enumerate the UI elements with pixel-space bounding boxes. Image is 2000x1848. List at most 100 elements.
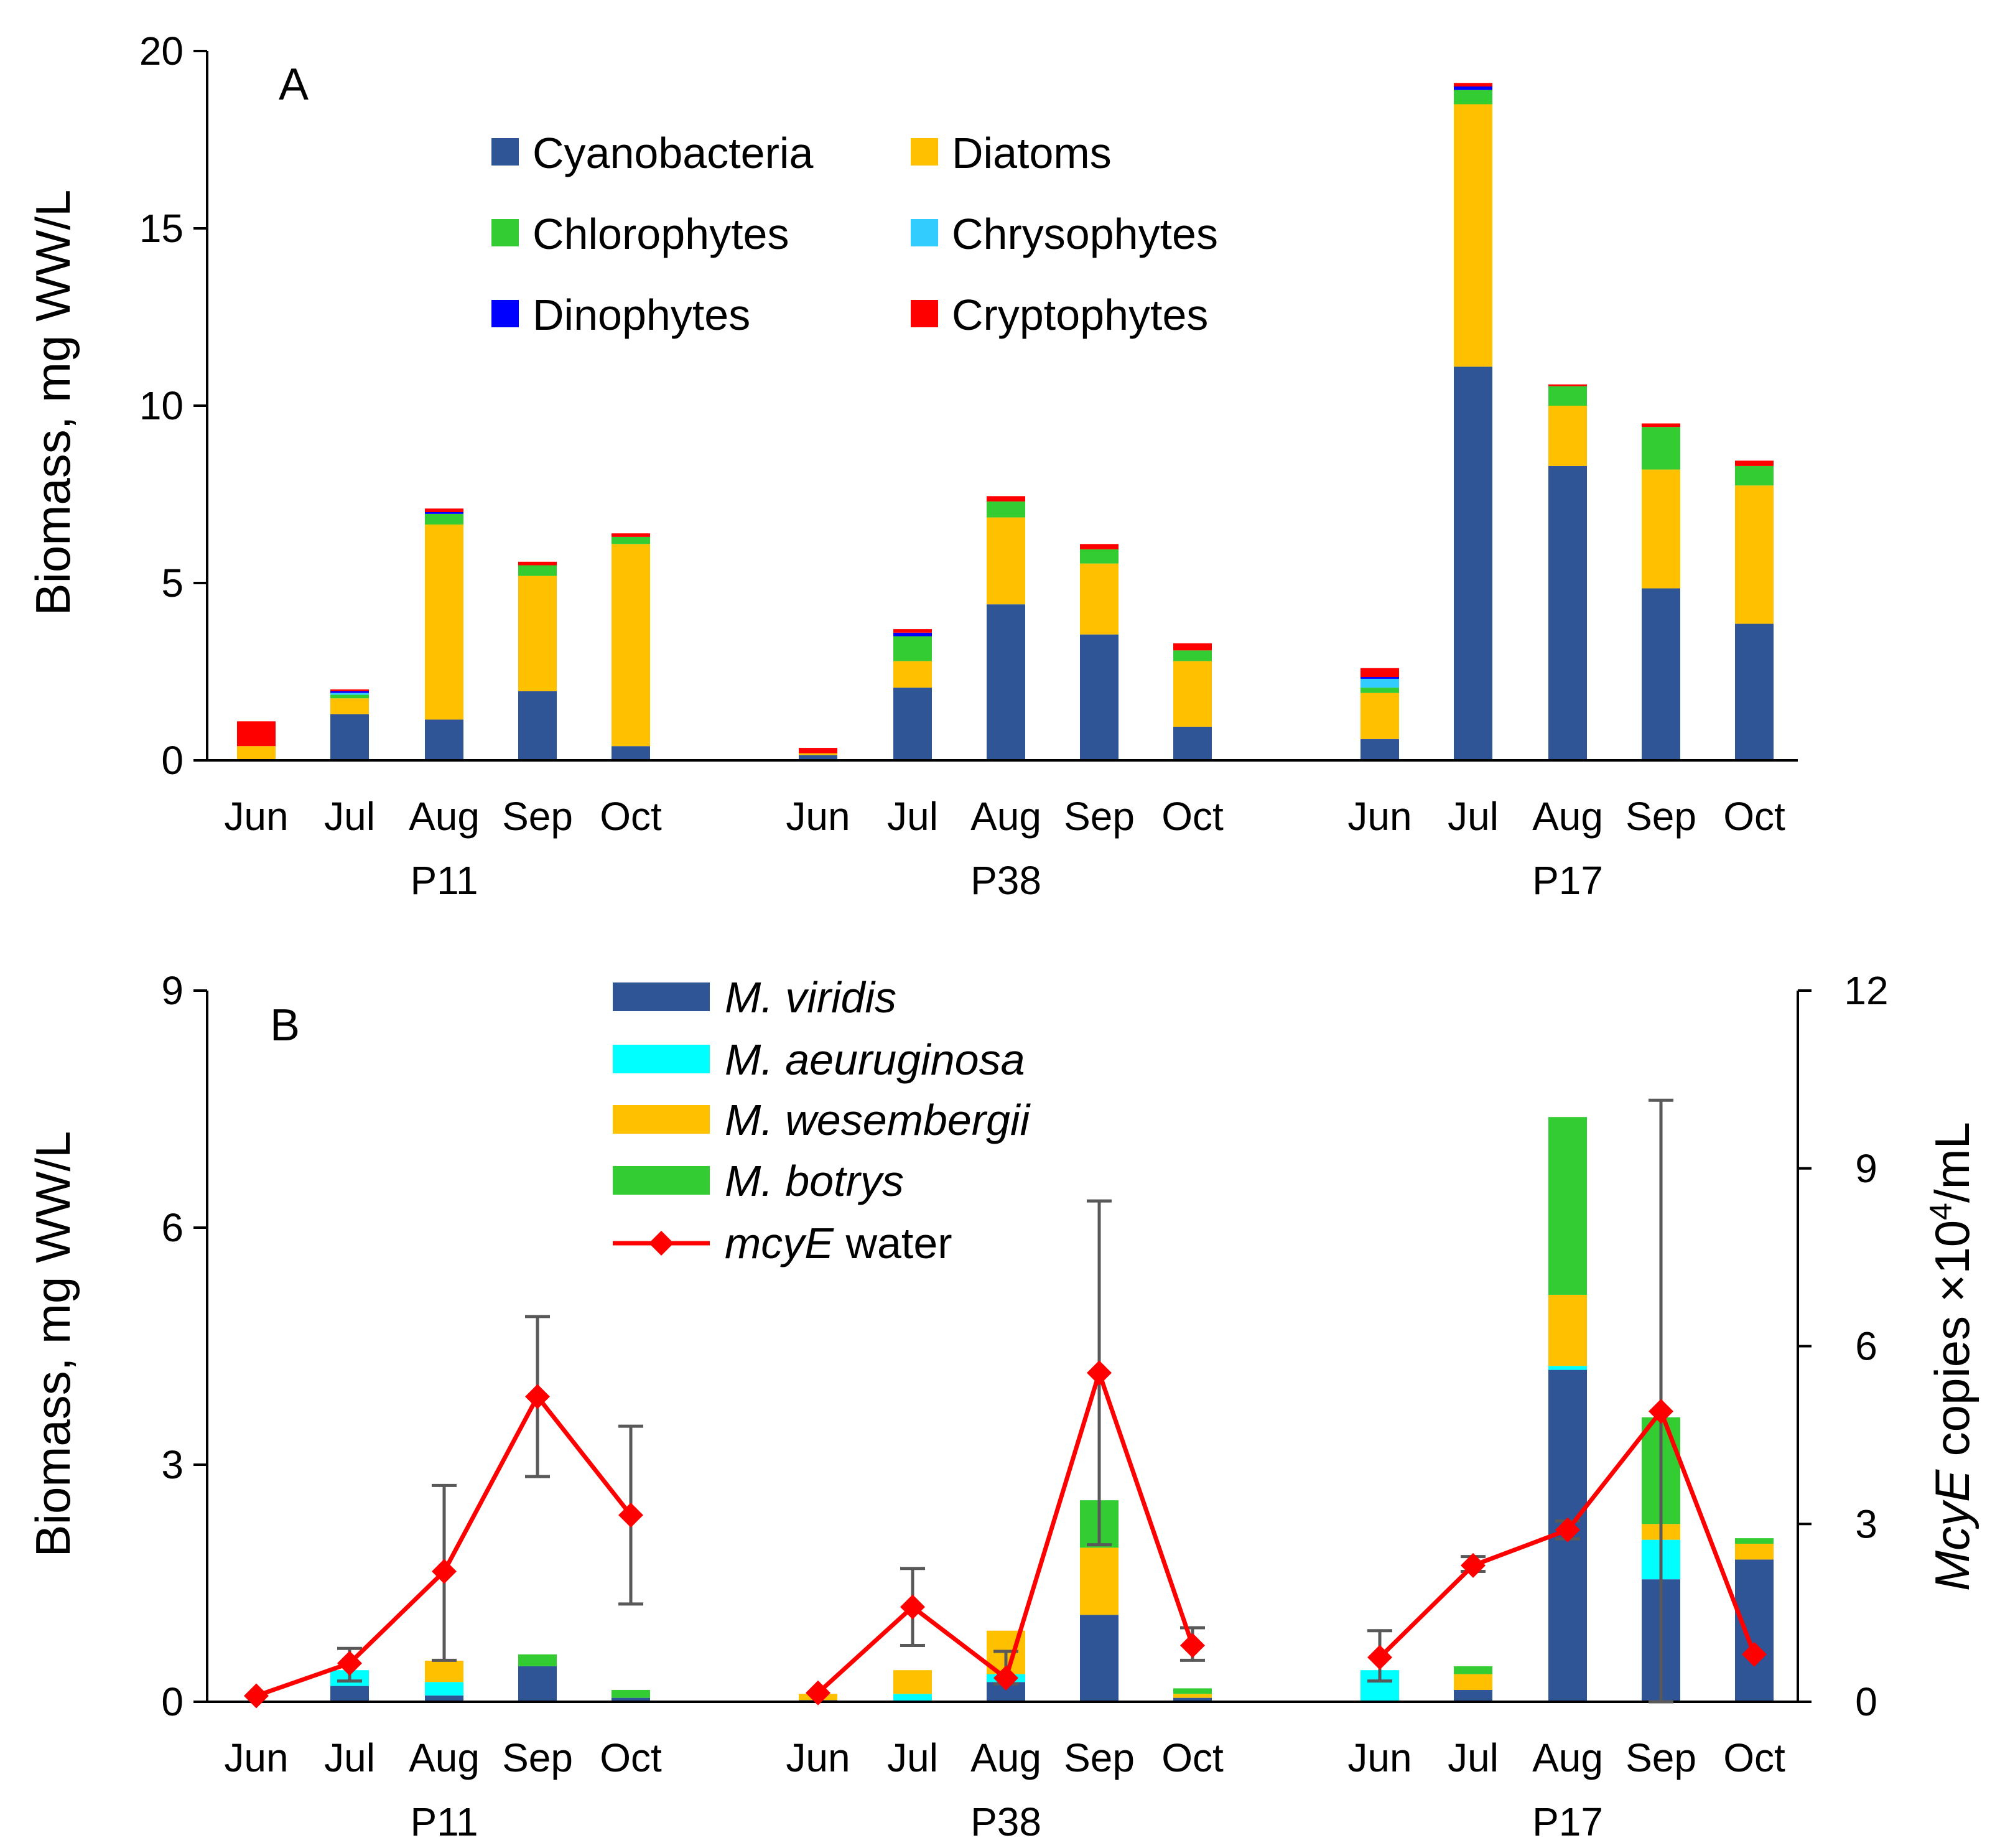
bar-a-cyanobacteria-1 bbox=[330, 714, 369, 760]
legend-label: M. botrys bbox=[725, 1157, 904, 1205]
y2-tick-label: 0 bbox=[1855, 1679, 1877, 1724]
group-label: P11 bbox=[410, 858, 478, 903]
bar-a-chlorophytes-3 bbox=[518, 565, 557, 576]
x-tick-label: Jul bbox=[1448, 1735, 1499, 1780]
bar-a-chlorophytes-2 bbox=[425, 513, 463, 525]
bar-a-cryptophytes-9 bbox=[1173, 643, 1212, 651]
panel-b-y-axis-label: Biomass, mg WW/L bbox=[26, 1131, 80, 1557]
x-tick-label: Aug bbox=[409, 794, 480, 839]
legend-label: Diatoms bbox=[952, 129, 1112, 177]
bar-b-m-viridis-3 bbox=[518, 1666, 557, 1702]
y-tick-label: 6 bbox=[161, 1205, 184, 1250]
bar-b-m-aeuruginosa-12 bbox=[1548, 1366, 1587, 1370]
bar-a-chlorophytes-9 bbox=[1173, 650, 1212, 661]
x-tick-label: Oct bbox=[1161, 1735, 1224, 1780]
mcye-point bbox=[1367, 1645, 1392, 1670]
x-tick-label: Oct bbox=[1723, 794, 1785, 839]
legend-label-italic: mcyE bbox=[725, 1219, 834, 1267]
bar-a-dinophytes-2 bbox=[425, 512, 463, 514]
panel-a-y-axis-label: Biomass, mg WW/L bbox=[26, 190, 80, 616]
bar-a-cyanobacteria-3 bbox=[518, 691, 557, 760]
legend-label: M. wesembergii bbox=[725, 1096, 1031, 1144]
y-tick-label: 10 bbox=[139, 383, 184, 428]
legend-swatch bbox=[491, 138, 519, 166]
x-tick-label: Sep bbox=[1064, 794, 1135, 839]
mcye-point bbox=[806, 1680, 830, 1706]
bar-b-m-viridis-2 bbox=[425, 1695, 463, 1702]
x-tick-label: Jul bbox=[887, 1735, 938, 1780]
x-tick-label: Sep bbox=[1064, 1735, 1135, 1780]
bar-a-cryptophytes-8 bbox=[1080, 544, 1119, 549]
x-tick-label: Jun bbox=[224, 794, 288, 839]
bar-b-m-viridis-1 bbox=[330, 1686, 369, 1702]
bar-b-m-viridis-11 bbox=[1454, 1689, 1492, 1702]
group-label: P38 bbox=[970, 858, 1041, 903]
panel-b-y2-axis-label: McyE copies ×104/mL bbox=[1923, 1122, 1979, 1591]
legend-swatch bbox=[613, 1105, 710, 1134]
bar-a-cryptophytes-3 bbox=[518, 561, 557, 566]
x-tick-label: Jun bbox=[786, 794, 850, 839]
bar-a-cryptophytes-5 bbox=[799, 748, 837, 754]
bar-b-m-botrys-11 bbox=[1454, 1666, 1492, 1674]
x-tick-label: Oct bbox=[600, 1735, 662, 1780]
bar-a-cryptophytes-14 bbox=[1735, 460, 1774, 466]
bar-a-diatoms-6 bbox=[893, 661, 932, 688]
legend-swatch bbox=[491, 300, 519, 327]
x-tick-label: Aug bbox=[1532, 1735, 1603, 1780]
bar-a-cyanobacteria-12 bbox=[1548, 465, 1587, 760]
bar-b-m-viridis-9 bbox=[1173, 1697, 1212, 1702]
y2-tick-label: 3 bbox=[1855, 1501, 1877, 1546]
bar-b-m-botrys-4 bbox=[612, 1689, 650, 1698]
mcye-point bbox=[1461, 1552, 1486, 1578]
bar-a-cyanobacteria-14 bbox=[1735, 623, 1774, 760]
bar-a-diatoms-12 bbox=[1548, 406, 1587, 466]
bar-b-m-botrys-9 bbox=[1173, 1688, 1212, 1694]
group-label: P11 bbox=[410, 1799, 478, 1844]
bar-a-dinophytes-11 bbox=[1454, 86, 1492, 90]
mcye-point bbox=[1649, 1399, 1673, 1424]
y2-tick-label: 6 bbox=[1855, 1324, 1877, 1369]
legend-swatch bbox=[613, 982, 710, 1011]
x-tick-label: Aug bbox=[409, 1735, 480, 1780]
panel-a-letter: A bbox=[279, 60, 309, 110]
group-label: P38 bbox=[970, 1799, 1041, 1844]
bar-a-dinophytes-1 bbox=[330, 691, 369, 693]
panel-a: Biomass, mg WW/L A 0 5 10 15 20 Jun Jul Aug Sep O… bbox=[26, 29, 1798, 903]
bar-a-chlorophytes-4 bbox=[612, 536, 650, 544]
y2-tick-label: 9 bbox=[1855, 1146, 1877, 1191]
y-tick-label: 9 bbox=[161, 968, 184, 1013]
bar-a-chlorophytes-14 bbox=[1735, 465, 1774, 486]
y-tick-label: 3 bbox=[161, 1442, 184, 1487]
panel-a-axes: 0 5 10 15 20 Jun Jul Aug Sep Oct Jun Jul Aug Sep Oct Ju… bbox=[139, 29, 1798, 903]
mcye-point bbox=[337, 1651, 362, 1676]
legend-swatch bbox=[911, 300, 938, 327]
panel-a-legend: Cyanobacteria Diatoms Chlorophytes Chrysoph… bbox=[491, 129, 1218, 339]
panel-b-legend: M. viridis M. aeuruginosa M. wesembergii M.… bbox=[613, 973, 1031, 1267]
mcye-point bbox=[432, 1559, 457, 1584]
legend-line-marker bbox=[649, 1231, 674, 1256]
legend-swatch bbox=[911, 138, 938, 166]
bar-a-diatoms-7 bbox=[987, 517, 1025, 605]
y-tick-label: 5 bbox=[161, 561, 184, 605]
bar-a-chlorophytes-6 bbox=[893, 636, 932, 661]
legend-label: Chrysophytes bbox=[952, 210, 1218, 258]
panel-a-bars bbox=[237, 83, 1774, 760]
bar-a-cryptophytes-11 bbox=[1454, 83, 1492, 86]
x-tick-label: Aug bbox=[970, 1735, 1041, 1780]
bar-a-chlorophytes-8 bbox=[1080, 549, 1119, 564]
bar-a-cyanobacteria-11 bbox=[1454, 366, 1492, 760]
bar-a-cyanobacteria-10 bbox=[1360, 739, 1399, 760]
legend-label: Chlorophytes bbox=[533, 210, 789, 258]
bar-a-diatoms-10 bbox=[1360, 693, 1399, 739]
y-tick-label: 0 bbox=[161, 738, 184, 783]
legend-label: M. aeuruginosa bbox=[725, 1035, 1025, 1084]
bar-b-m-wesembergii-2 bbox=[425, 1660, 463, 1682]
bar-a-diatoms-2 bbox=[425, 524, 463, 720]
bar-a-dinophytes-6 bbox=[893, 632, 932, 637]
bar-a-chlorophytes-7 bbox=[987, 501, 1025, 518]
x-tick-label: Oct bbox=[1723, 1735, 1785, 1780]
bar-a-cyanobacteria-13 bbox=[1642, 588, 1680, 760]
bar-a-cryptophytes-10 bbox=[1360, 668, 1399, 678]
bar-a-diatoms-8 bbox=[1080, 563, 1119, 635]
bar-a-cyanobacteria-5 bbox=[799, 755, 837, 760]
